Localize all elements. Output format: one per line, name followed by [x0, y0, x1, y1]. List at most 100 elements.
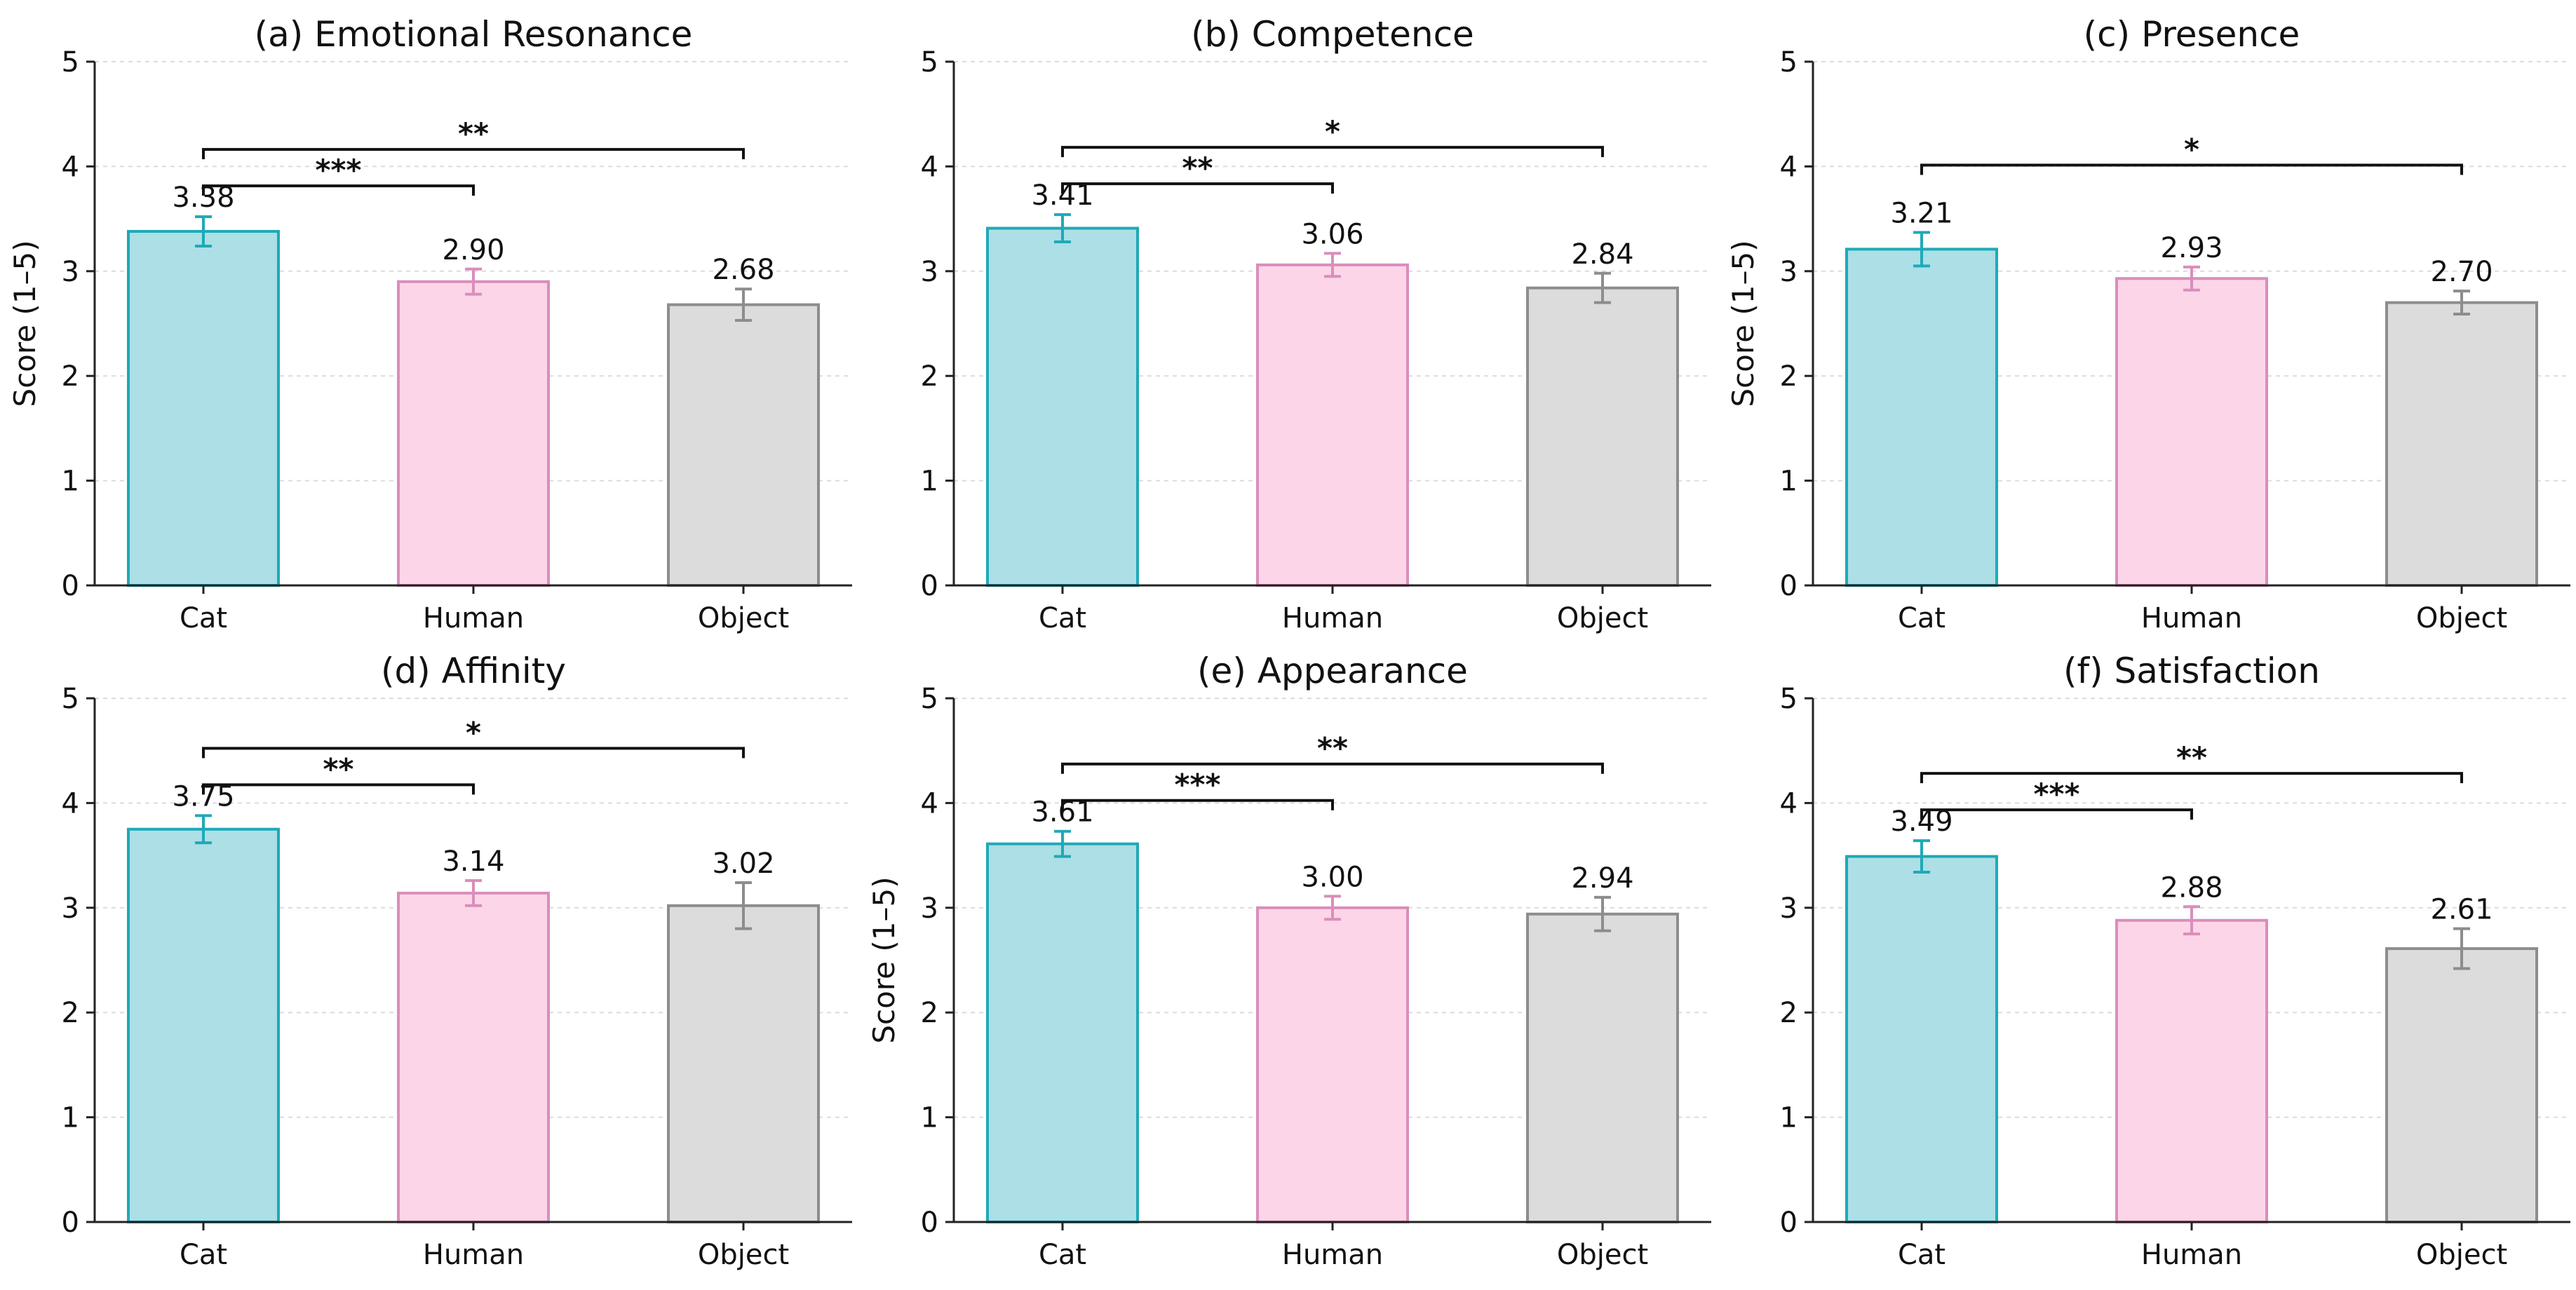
chart-6-ytick-label: 1 — [1780, 1102, 1798, 1134]
chart-5-ytick-label: 2 — [921, 997, 938, 1029]
chart-5-significance-label: ** — [1317, 731, 1348, 766]
chart-4-ytick-label: 2 — [62, 997, 79, 1029]
chart-6-ytick-label: 4 — [1780, 787, 1798, 820]
chart-4-ytick-label: 0 — [62, 1207, 79, 1239]
chart-2-title: (b) Competence — [1191, 14, 1474, 55]
chart-5-significance-bracket — [1061, 762, 1604, 774]
chart-3-ytick-label: 5 — [1780, 46, 1798, 79]
chart-1-significance-bracket — [202, 184, 475, 196]
chart-1-value-label: 2.90 — [442, 234, 504, 266]
chart-2-xtick-label: Object — [1557, 602, 1648, 634]
chart-5-significance-bracket — [1061, 799, 1334, 810]
chart-4-ytick-label: 4 — [62, 787, 79, 820]
chart-4-significance-bracket — [202, 747, 745, 759]
chart-6-value-label: 2.61 — [2430, 894, 2493, 926]
chart-2-bar-human — [1256, 263, 1409, 587]
chart-3-title: (c) Presence — [2084, 14, 2300, 55]
chart-6-bar-human — [2115, 918, 2268, 1224]
chart-1-significance-label: ** — [458, 116, 489, 151]
chart-5-title: (e) Appearance — [1197, 651, 1468, 691]
chart-3-axes — [1812, 62, 2570, 587]
chart-1-ytick-label: 0 — [62, 570, 79, 602]
chart-3-value-label: 3.21 — [1890, 198, 1953, 230]
chart-4-bar-human — [397, 891, 550, 1224]
chart-5-ytick-label: 1 — [921, 1102, 938, 1134]
chart-2-value-label: 3.06 — [1301, 218, 1363, 250]
chart-6-ytick-label: 3 — [1780, 892, 1798, 925]
chart-5-xtick-label: Object — [1557, 1239, 1648, 1271]
chart-6-xtick-label: Cat — [1898, 1239, 1946, 1271]
chart-5-ylabel: Score (1–5) — [867, 876, 901, 1043]
chart-2-ytick-label: 2 — [921, 360, 938, 393]
chart-2-bar-cat — [986, 226, 1139, 587]
chart-1-significance-label: *** — [316, 153, 362, 187]
chart-3-ylabel: Score (1–5) — [1726, 240, 1760, 407]
chart-6-xtick-label: Human — [2141, 1239, 2242, 1271]
chart-2-significance-bracket — [1061, 146, 1604, 158]
chart-5-value-label: 3.00 — [1301, 861, 1363, 893]
chart-5-bar-cat — [986, 842, 1139, 1223]
chart-4-xtick-label: Human — [423, 1239, 524, 1271]
chart-2-ytick-label: 0 — [921, 570, 938, 602]
chart-4-value-label: 3.02 — [712, 848, 774, 880]
chart-5-xtick-label: Human — [1282, 1239, 1383, 1271]
chart-1-xtick-label: Human — [423, 602, 524, 634]
chart-3-xtick-label: Human — [2141, 602, 2242, 634]
chart-1-ytick-label: 4 — [62, 151, 79, 183]
chart-3-ytick-label: 4 — [1780, 151, 1798, 183]
chart-1-ytick-label: 5 — [62, 46, 79, 79]
chart-1-title: (a) Emotional Resonance — [255, 14, 693, 55]
chart-4-ytick-label: 1 — [62, 1102, 79, 1134]
chart-6-significance-label: ** — [2176, 740, 2207, 775]
chart-2-xtick-label: Cat — [1039, 602, 1086, 634]
chart-5-axes — [952, 698, 1711, 1223]
chart-3-ytick-label: 2 — [1780, 360, 1798, 393]
chart-6-bar-object — [2385, 947, 2538, 1224]
chart-4-xtick-label: Cat — [180, 1239, 227, 1271]
chart-3-value-label: 2.93 — [2160, 232, 2223, 264]
chart-6-ytick-label: 0 — [1780, 1207, 1798, 1239]
chart-2-significance-bracket — [1061, 182, 1334, 194]
chart-6-title: (f) Satisfaction — [2063, 651, 2320, 691]
chart-2-significance-label: * — [1325, 114, 1340, 149]
chart-3-significance-label: * — [2184, 133, 2199, 167]
chart-6-ytick-label: 5 — [1780, 683, 1798, 715]
chart-1-bar-cat — [127, 230, 280, 587]
chart-3-ytick-label: 0 — [1780, 570, 1798, 602]
chart-2-significance-label: ** — [1182, 151, 1213, 185]
chart-1-xtick-label: Cat — [180, 602, 227, 634]
chart-1-ytick-label: 2 — [62, 360, 79, 393]
chart-1-ylabel: Score (1–5) — [8, 240, 42, 407]
chart-2-ytick-label: 5 — [921, 46, 938, 79]
chart-6-significance-label: *** — [2034, 777, 2080, 811]
chart-5-value-label: 2.94 — [1571, 862, 1633, 895]
chart-3-ytick-label: 1 — [1780, 466, 1798, 498]
chart-4-value-label: 3.14 — [442, 846, 504, 878]
chart-3-bar-cat — [1845, 247, 1998, 587]
chart-1-bar-human — [397, 280, 550, 587]
chart-1-axes — [93, 62, 852, 587]
chart-4-significance-label: * — [466, 715, 481, 749]
chart-4-ytick-label: 3 — [62, 892, 79, 925]
chart-2-axes — [952, 62, 1711, 587]
chart-4-ytick-label: 5 — [62, 683, 79, 715]
chart-6-significance-bracket — [1920, 772, 2463, 784]
chart-2-ytick-label: 4 — [921, 151, 938, 183]
chart-5-xtick-label: Cat — [1039, 1239, 1086, 1271]
chart-5-bar-human — [1256, 906, 1409, 1224]
chart-1-significance-bracket — [202, 148, 745, 160]
chart-5-ytick-label: 3 — [921, 892, 938, 925]
chart-3-bar-human — [2115, 277, 2268, 587]
chart-1-ytick-label: 1 — [62, 466, 79, 498]
chart-1-bar-object — [667, 303, 820, 587]
chart-1-value-label: 2.68 — [712, 254, 774, 286]
chart-3-xtick-label: Object — [2416, 602, 2507, 634]
chart-4-axes — [93, 698, 852, 1223]
chart-4-title: (d) Affinity — [381, 651, 566, 691]
chart-4-xtick-label: Object — [698, 1239, 789, 1271]
chart-6-axes — [1812, 698, 2570, 1223]
chart-2-bar-object — [1526, 286, 1679, 587]
chart-5-ytick-label: 5 — [921, 683, 938, 715]
chart-4-significance-label: ** — [323, 752, 354, 786]
